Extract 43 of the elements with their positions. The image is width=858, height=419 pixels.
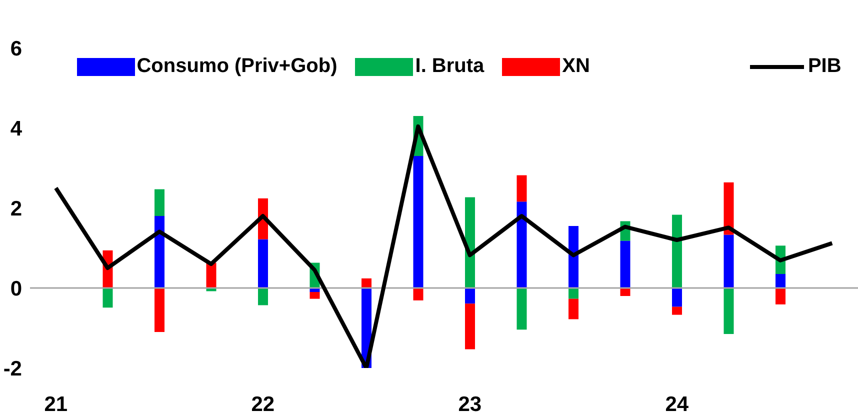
bar <box>568 226 578 288</box>
bar <box>310 292 320 299</box>
bar <box>672 306 682 315</box>
y-tick-label: 2 <box>10 197 22 220</box>
bar <box>672 288 682 307</box>
x-tick-label: 22 <box>251 392 275 416</box>
legend-label: Consumo (Priv+Gob) <box>136 55 338 78</box>
legend-label: XN <box>562 55 590 78</box>
x-tick-label: 23 <box>458 392 482 416</box>
bar <box>724 234 734 288</box>
bar <box>465 197 475 288</box>
bar <box>413 288 424 300</box>
bar <box>154 189 164 216</box>
bar <box>362 278 372 288</box>
legend-label: I. Bruta <box>415 55 484 78</box>
x-tick-label: 21 <box>44 392 68 416</box>
bar <box>776 288 786 304</box>
line-series <box>54 124 834 368</box>
bar <box>413 156 424 288</box>
bar <box>568 288 578 299</box>
bar <box>620 240 630 288</box>
bar <box>776 274 786 288</box>
bar <box>724 288 734 334</box>
bar <box>465 288 475 304</box>
bar <box>516 202 527 288</box>
bar <box>258 288 268 306</box>
y-tick-label: 4 <box>10 117 22 140</box>
bar <box>206 262 216 288</box>
bar <box>154 216 164 288</box>
bar <box>568 298 578 320</box>
y-tick-label: -2 <box>3 357 22 380</box>
bar <box>516 175 527 202</box>
bar <box>102 288 113 308</box>
bar <box>465 304 475 350</box>
bar <box>154 288 164 332</box>
legend-label: PIB <box>808 55 842 78</box>
x-tick-label: 24 <box>665 392 689 416</box>
y-tick-label: 0 <box>10 277 22 300</box>
y-tick-label: 6 <box>10 37 22 60</box>
bar <box>724 182 734 235</box>
bar <box>672 214 682 288</box>
bar <box>516 288 527 330</box>
bar <box>258 239 268 288</box>
